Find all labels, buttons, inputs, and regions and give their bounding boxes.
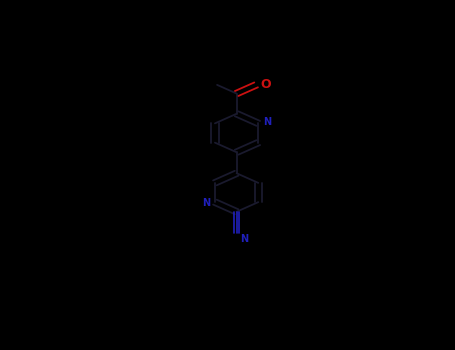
Text: O: O bbox=[261, 78, 271, 91]
Text: N: N bbox=[202, 198, 210, 208]
Text: N: N bbox=[240, 234, 248, 244]
Text: N: N bbox=[263, 117, 271, 127]
